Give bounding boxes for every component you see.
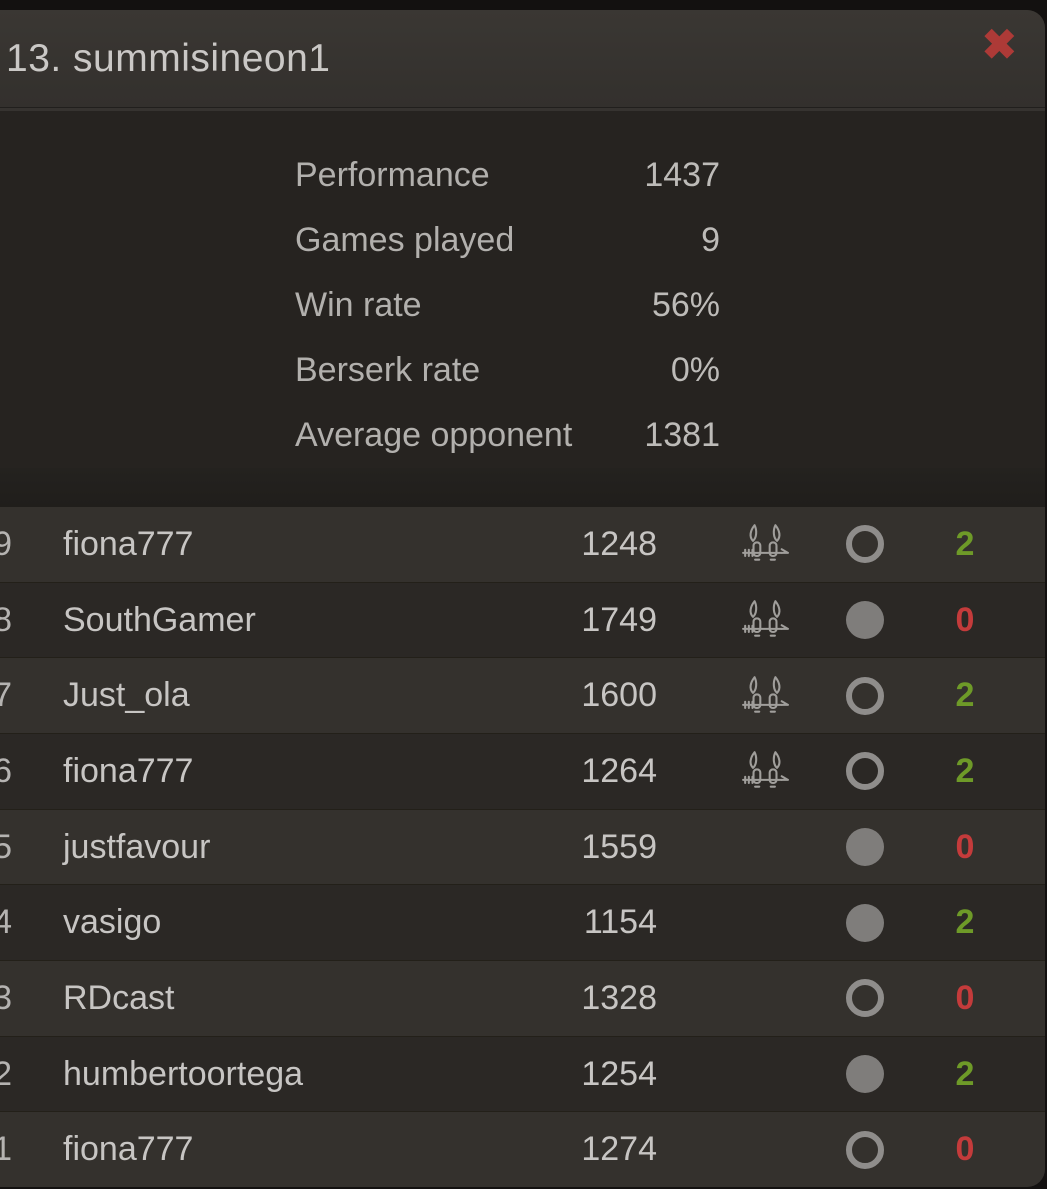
opponent-rating: 1328 [581,978,657,1017]
stat-value: 9 [701,221,720,259]
stat-row: Win rate 56% [295,273,720,338]
berserk-icon [715,599,815,641]
close-icon: ✖ [981,21,1017,68]
opponent-rating: 1264 [581,751,657,790]
stat-label: Performance [295,156,490,194]
round-number: 3 [0,978,12,1017]
game-row[interactable]: 3 RDcast 1328 0 [0,960,1045,1036]
game-row[interactable]: 1 fiona777 1274 0 [0,1111,1045,1187]
round-number: 5 [0,827,12,866]
berserk-icon [715,675,815,717]
opponent-rating: 1600 [581,676,657,715]
color-black-icon [846,601,884,639]
stat-row: Games played 9 [295,208,720,273]
opponent-rating: 1254 [581,1054,657,1093]
opponent-name: fiona777 [63,1130,194,1169]
stat-label: Win rate [295,286,422,324]
game-score: 0 [955,827,975,866]
opponent-rating: 1274 [581,1130,657,1169]
game-score: 2 [955,903,975,942]
game-row[interactable]: 9 fiona777 1248 2 [0,507,1045,582]
game-row[interactable]: 5 justfavour 1559 0 [0,808,1045,885]
color-white-icon [846,525,884,564]
stat-label: Average opponent [295,416,573,454]
opponent-name: RDcast [63,978,175,1017]
color-black-icon [846,1055,884,1094]
opponent-name: justfavour [63,827,211,866]
opponent-rating: 1559 [581,827,657,866]
round-number: 6 [0,751,12,790]
opponent-rating: 1248 [581,524,657,563]
round-number: 1 [0,1130,12,1169]
player-stats-dialog: 13. summisineon1 ✖ Performance 1437 Game… [0,10,1045,1187]
games-list: 9 fiona777 1248 2 8 SouthGamer 1749 [0,507,1045,1187]
opponent-name: Just_ola [63,676,190,715]
stats-list: Performance 1437 Games played 9 Win rate… [0,107,1045,468]
stat-row: Berserk rate 0% [295,338,720,403]
berserk-icon [715,523,815,565]
game-score: 2 [955,751,975,790]
opponent-rating: 1749 [581,600,657,639]
berserk-icon [715,750,815,792]
stat-value: 56% [651,286,720,324]
opponent-name: fiona777 [63,524,194,563]
opponent-name: fiona777 [63,751,194,790]
game-score: 2 [955,524,975,563]
opponent-name: SouthGamer [63,600,256,639]
stat-row: Performance 1437 [295,143,720,208]
dialog-header: 13. summisineon1 ✖ [0,10,1045,107]
game-row[interactable]: 2 humbertoortega 1254 2 [0,1035,1045,1112]
stat-value: 0% [670,351,720,389]
round-number: 2 [0,1054,12,1093]
color-white-icon [846,979,884,1018]
round-number: 7 [0,676,12,715]
opponent-rating: 1154 [583,903,657,942]
game-score: 2 [955,1054,975,1093]
color-black-icon [846,828,884,867]
stat-label: Games played [295,221,515,259]
stat-value: 1381 [644,416,720,454]
game-score: 0 [955,1130,975,1169]
close-button[interactable]: ✖ [982,24,1017,66]
game-score: 0 [955,600,975,639]
game-row[interactable]: 8 SouthGamer 1749 0 [0,581,1045,658]
round-number: 9 [0,524,12,563]
stat-label: Berserk rate [295,351,481,389]
dialog-title: 13. summisineon1 [6,36,331,80]
color-white-icon [846,1130,884,1169]
game-row[interactable]: 7 Just_ola 1600 2 [0,657,1045,734]
game-row[interactable]: 4 vasigo 1154 2 [0,884,1045,961]
divider [0,468,1045,507]
color-black-icon [846,903,884,942]
color-white-icon [846,752,884,791]
game-row[interactable]: 6 fiona777 1264 2 [0,733,1045,809]
round-number: 8 [0,600,12,639]
opponent-name: humbertoortega [63,1054,304,1093]
game-score: 2 [955,676,975,715]
stat-value: 1437 [644,156,720,194]
round-number: 4 [0,903,12,942]
color-white-icon [846,676,884,715]
stat-row: Average opponent 1381 [295,403,720,468]
opponent-name: vasigo [63,903,162,942]
game-score: 0 [955,978,975,1017]
